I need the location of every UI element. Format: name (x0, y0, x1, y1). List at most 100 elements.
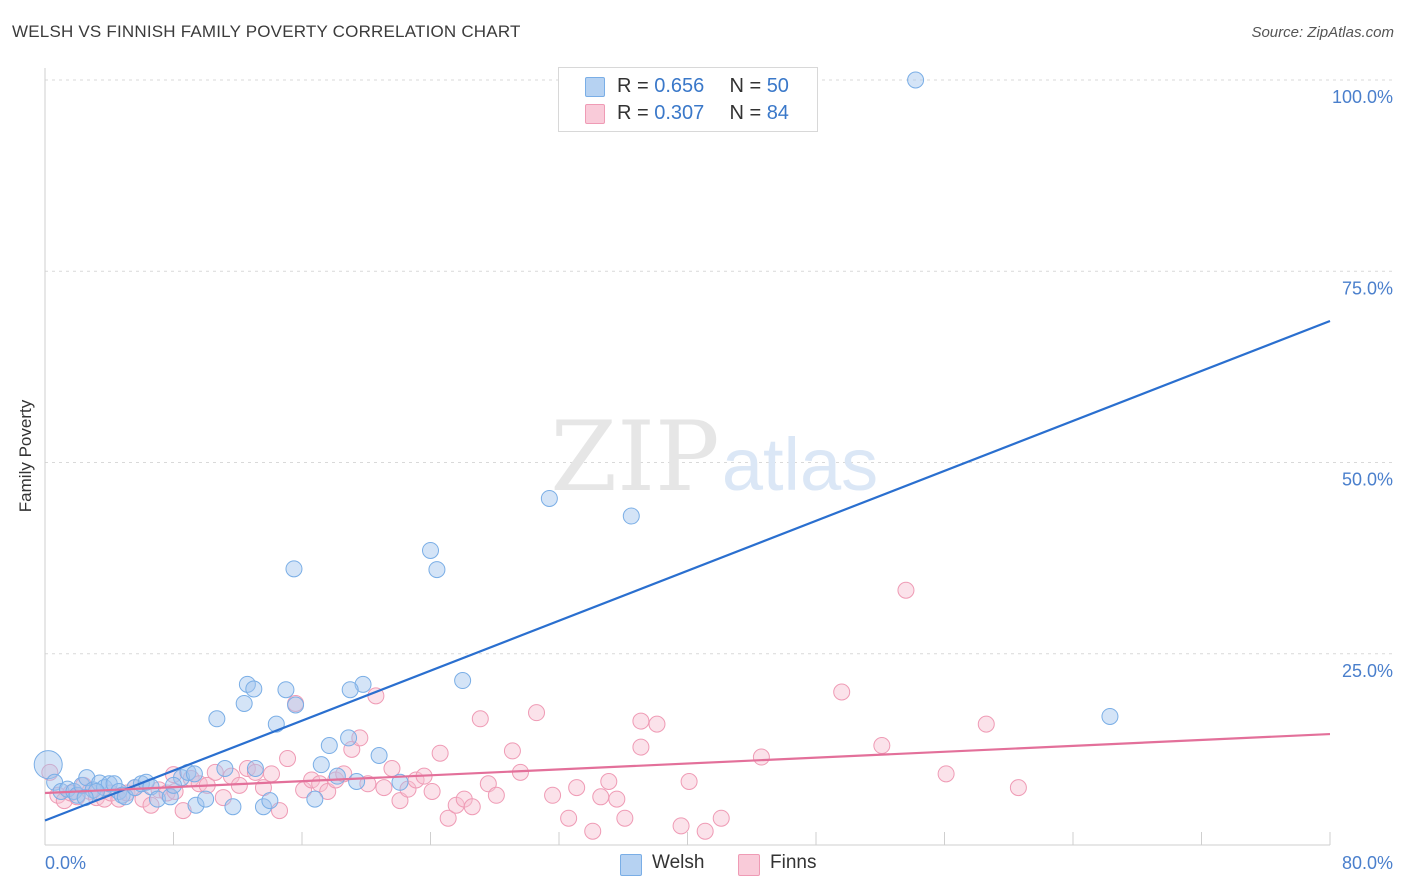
finns-point (41, 763, 59, 781)
finns-n-value: 84 (766, 102, 789, 124)
welsh-point (391, 773, 409, 791)
welsh-point (354, 675, 372, 693)
welsh-point (287, 696, 305, 714)
finns-r-label: R = (617, 102, 649, 124)
welsh-point (235, 694, 253, 712)
welsh-point (208, 710, 226, 728)
welsh-point (540, 489, 558, 507)
y-tick-label: 100.0% (1332, 87, 1393, 107)
finns-point (487, 786, 505, 804)
y-tick-label: 25.0% (1342, 661, 1393, 681)
finns-point (383, 760, 401, 777)
welsh-point (348, 773, 366, 791)
welsh-point (33, 750, 63, 780)
welsh-point (148, 790, 166, 808)
finns-point (680, 773, 698, 791)
axes (44, 68, 1331, 846)
welsh-point (622, 507, 640, 525)
welsh-point (306, 790, 324, 808)
finns-point (752, 748, 770, 766)
chart-title: WELSH VS FINNISH FAMILY POVERTY CORRELAT… (12, 22, 521, 41)
welsh-point (320, 737, 338, 755)
welsh-point (454, 672, 472, 690)
welsh-point (254, 798, 272, 816)
x-tick-label: 0.0% (45, 853, 86, 873)
legend-welsh-swatch (620, 854, 642, 876)
welsh-point (216, 760, 234, 777)
watermark-atlas: atlas (722, 423, 878, 506)
welsh-point (370, 746, 388, 764)
welsh-point (428, 561, 446, 579)
welsh-point (422, 541, 439, 559)
finns-point (279, 750, 297, 768)
finns-point (977, 715, 995, 733)
welsh-point (341, 681, 359, 699)
welsh-swatch (585, 77, 605, 97)
source-label: Source: ZipAtlas.com (1251, 24, 1394, 41)
watermark: ZIP atlas (550, 401, 878, 513)
finns-point (584, 822, 602, 840)
welsh-point (328, 767, 346, 785)
welsh-r-value: 0.656 (654, 75, 705, 97)
finns-r-value: 0.307 (654, 102, 705, 124)
x-tick-label: 80.0% (1342, 853, 1393, 873)
welsh-point (197, 790, 215, 808)
finns-point (544, 786, 562, 804)
welsh-point (312, 756, 330, 774)
correlation-legend: R = 0.656 N = 50 R = 0.307 N = 84 (558, 67, 818, 132)
legend-finns-swatch (738, 854, 760, 876)
finns-swatch (585, 104, 605, 124)
finns-point (632, 738, 650, 756)
finns-point (359, 775, 377, 793)
finns-point (897, 581, 915, 599)
welsh-point (165, 776, 182, 794)
finns-point (174, 802, 192, 820)
welsh-r-label: R = (617, 75, 649, 97)
finns-trend-line (44, 732, 1331, 795)
tick-labels: 25.0% 50.0% 75.0% 100.0% 0.0% 80.0% (45, 87, 1393, 873)
finns-point (632, 712, 650, 730)
finns-point (206, 763, 224, 781)
finns-point (568, 779, 586, 797)
finns-point (375, 779, 393, 797)
welsh-point (340, 729, 358, 747)
finns-point (648, 715, 666, 733)
finns-point (616, 809, 634, 827)
finns-point (833, 683, 851, 701)
finns-point (1009, 779, 1027, 797)
welsh-trend-line (44, 319, 1331, 822)
y-axis-label: Family Poverty (16, 399, 35, 513)
welsh-n-value: 50 (766, 75, 789, 97)
welsh-point (187, 796, 205, 814)
welsh-point (224, 798, 242, 816)
finns-point (142, 796, 160, 814)
welsh-point (261, 792, 279, 810)
finns-point (262, 765, 280, 783)
trend-lines (44, 319, 1331, 822)
welsh-point (907, 71, 925, 89)
finns-n-label: N = (729, 102, 762, 124)
watermark-zip: ZIP (550, 401, 719, 513)
welsh-point (245, 680, 263, 698)
legend-finns-label: Finns (770, 852, 817, 873)
finns-point (463, 798, 481, 816)
welsh-point (246, 760, 264, 777)
finns-point (560, 809, 578, 827)
finns-point (712, 809, 730, 827)
finns-point (423, 782, 441, 800)
finns-point (528, 704, 546, 722)
legend-welsh-label: Welsh (652, 852, 705, 873)
finns-point (873, 737, 891, 755)
finns-point (672, 817, 690, 835)
y-tick-label: 75.0% (1342, 278, 1393, 298)
finns-point (592, 788, 610, 806)
finns-point (335, 765, 353, 783)
finns-point (503, 742, 521, 760)
welsh-point (277, 681, 295, 699)
finns-point (696, 822, 714, 840)
welsh-point (1101, 707, 1119, 725)
grid (45, 79, 1395, 655)
finns-point (439, 809, 457, 827)
welsh-point (185, 765, 203, 783)
